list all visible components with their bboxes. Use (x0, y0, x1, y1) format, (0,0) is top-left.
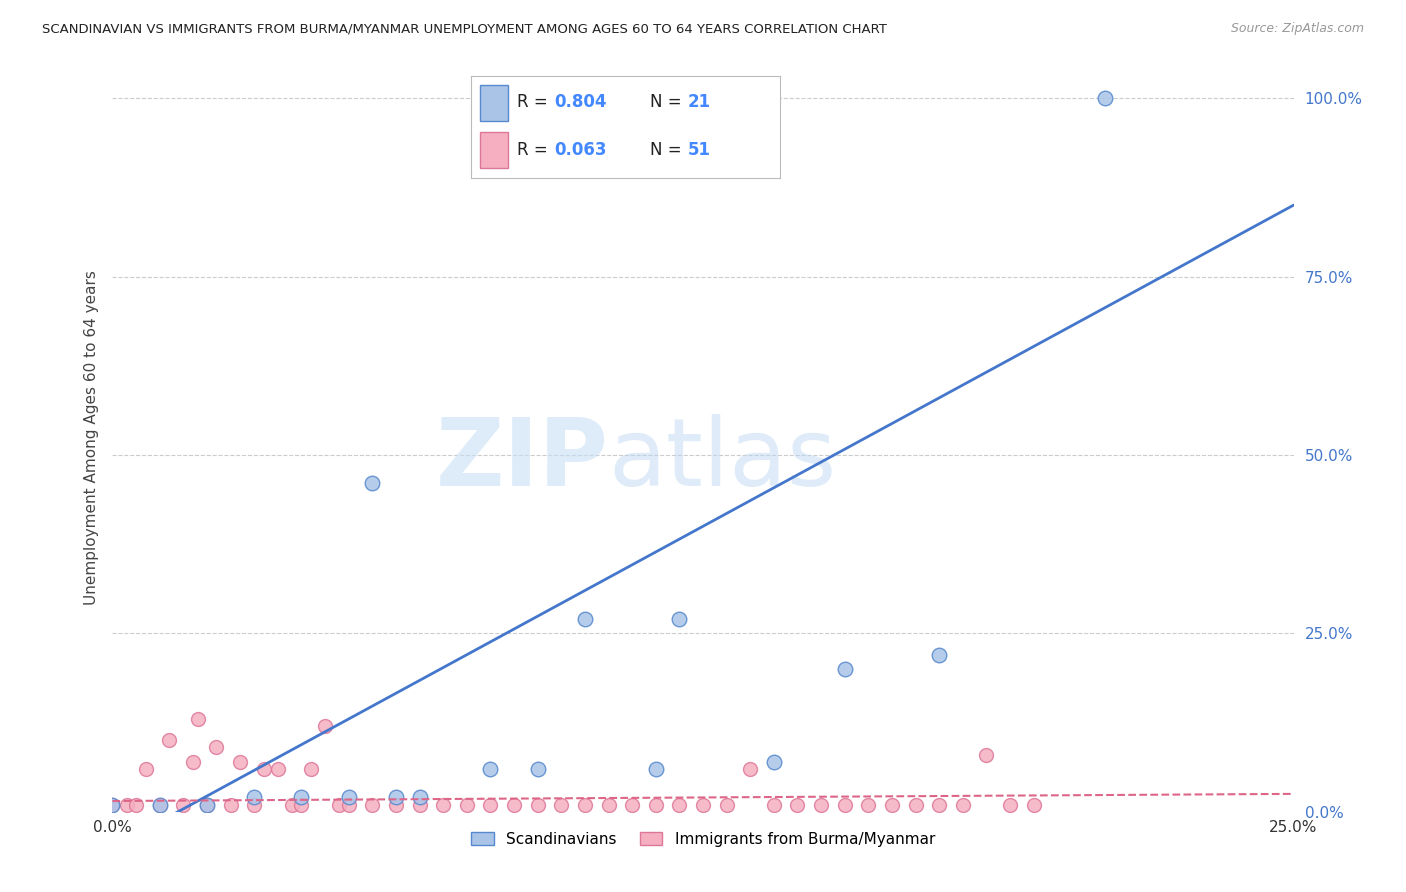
Point (762, 755, 785, 769)
Point (115, 797, 138, 812)
Point (267, 762, 290, 776)
Point (195, 797, 218, 812)
Point (574, 797, 596, 812)
Text: N =: N = (651, 94, 688, 112)
Point (810, 797, 832, 812)
Point (299, 762, 322, 776)
Point (195, 797, 218, 812)
Point (479, 797, 502, 812)
Point (668, 797, 690, 812)
Text: atlas: atlas (609, 414, 837, 506)
Text: 0.804: 0.804 (554, 94, 607, 112)
Point (574, 612, 596, 626)
Y-axis label: Unemployment Among Ages 60 to 64 years: Unemployment Among Ages 60 to 64 years (83, 269, 98, 605)
Point (186, 712, 208, 726)
Point (219, 797, 242, 812)
Legend: Scandinavians, Immigrants from Burma/Myanmar: Scandinavians, Immigrants from Burma/Mya… (465, 825, 941, 853)
Point (181, 755, 204, 769)
Point (692, 797, 714, 812)
Point (834, 797, 856, 812)
Point (858, 797, 880, 812)
Point (762, 797, 785, 812)
Point (125, 797, 148, 812)
Point (101, 797, 124, 812)
Point (456, 797, 478, 812)
Point (952, 797, 974, 812)
Text: ZIP: ZIP (436, 414, 609, 506)
Text: SCANDINAVIAN VS IMMIGRANTS FROM BURMA/MYANMAR UNEMPLOYMENT AMONG AGES 60 TO 64 Y: SCANDINAVIAN VS IMMIGRANTS FROM BURMA/MY… (42, 22, 887, 36)
Point (385, 797, 408, 812)
Point (479, 762, 502, 776)
Point (998, 797, 1021, 812)
Point (1094, 91, 1116, 105)
Point (928, 797, 950, 812)
Point (149, 797, 172, 812)
Point (668, 612, 690, 626)
Point (290, 790, 312, 805)
Point (550, 797, 572, 812)
Point (880, 797, 903, 812)
Point (834, 662, 856, 676)
Point (135, 762, 157, 776)
Point (328, 797, 350, 812)
Point (598, 797, 620, 812)
Text: R =: R = (517, 141, 554, 159)
Point (740, 762, 762, 776)
Point (243, 790, 266, 805)
Point (621, 797, 644, 812)
Point (716, 797, 738, 812)
Point (157, 733, 180, 747)
Point (281, 797, 304, 812)
Point (361, 476, 384, 491)
Text: 21: 21 (688, 94, 710, 112)
Text: R =: R = (517, 94, 554, 112)
Point (408, 797, 430, 812)
Point (644, 797, 666, 812)
Point (361, 797, 384, 812)
Text: N =: N = (651, 141, 688, 159)
Point (101, 797, 124, 812)
Bar (481, 85, 508, 121)
Point (786, 797, 808, 812)
Point (503, 797, 526, 812)
Text: 51: 51 (688, 141, 710, 159)
Point (526, 797, 548, 812)
Point (976, 747, 998, 762)
Point (337, 790, 360, 805)
Point (149, 797, 172, 812)
Point (253, 762, 276, 776)
Point (644, 762, 666, 776)
Point (205, 740, 228, 755)
Text: 0.063: 0.063 (554, 141, 607, 159)
Point (229, 755, 252, 769)
Point (432, 797, 454, 812)
Point (408, 790, 430, 805)
Bar (481, 132, 508, 168)
Point (314, 719, 336, 733)
Point (290, 797, 312, 812)
Point (526, 762, 548, 776)
Point (1022, 797, 1045, 812)
Point (172, 797, 194, 812)
Point (385, 790, 408, 805)
Point (928, 648, 950, 662)
Point (337, 797, 360, 812)
Point (243, 797, 266, 812)
Point (904, 797, 927, 812)
Text: Source: ZipAtlas.com: Source: ZipAtlas.com (1230, 22, 1364, 36)
